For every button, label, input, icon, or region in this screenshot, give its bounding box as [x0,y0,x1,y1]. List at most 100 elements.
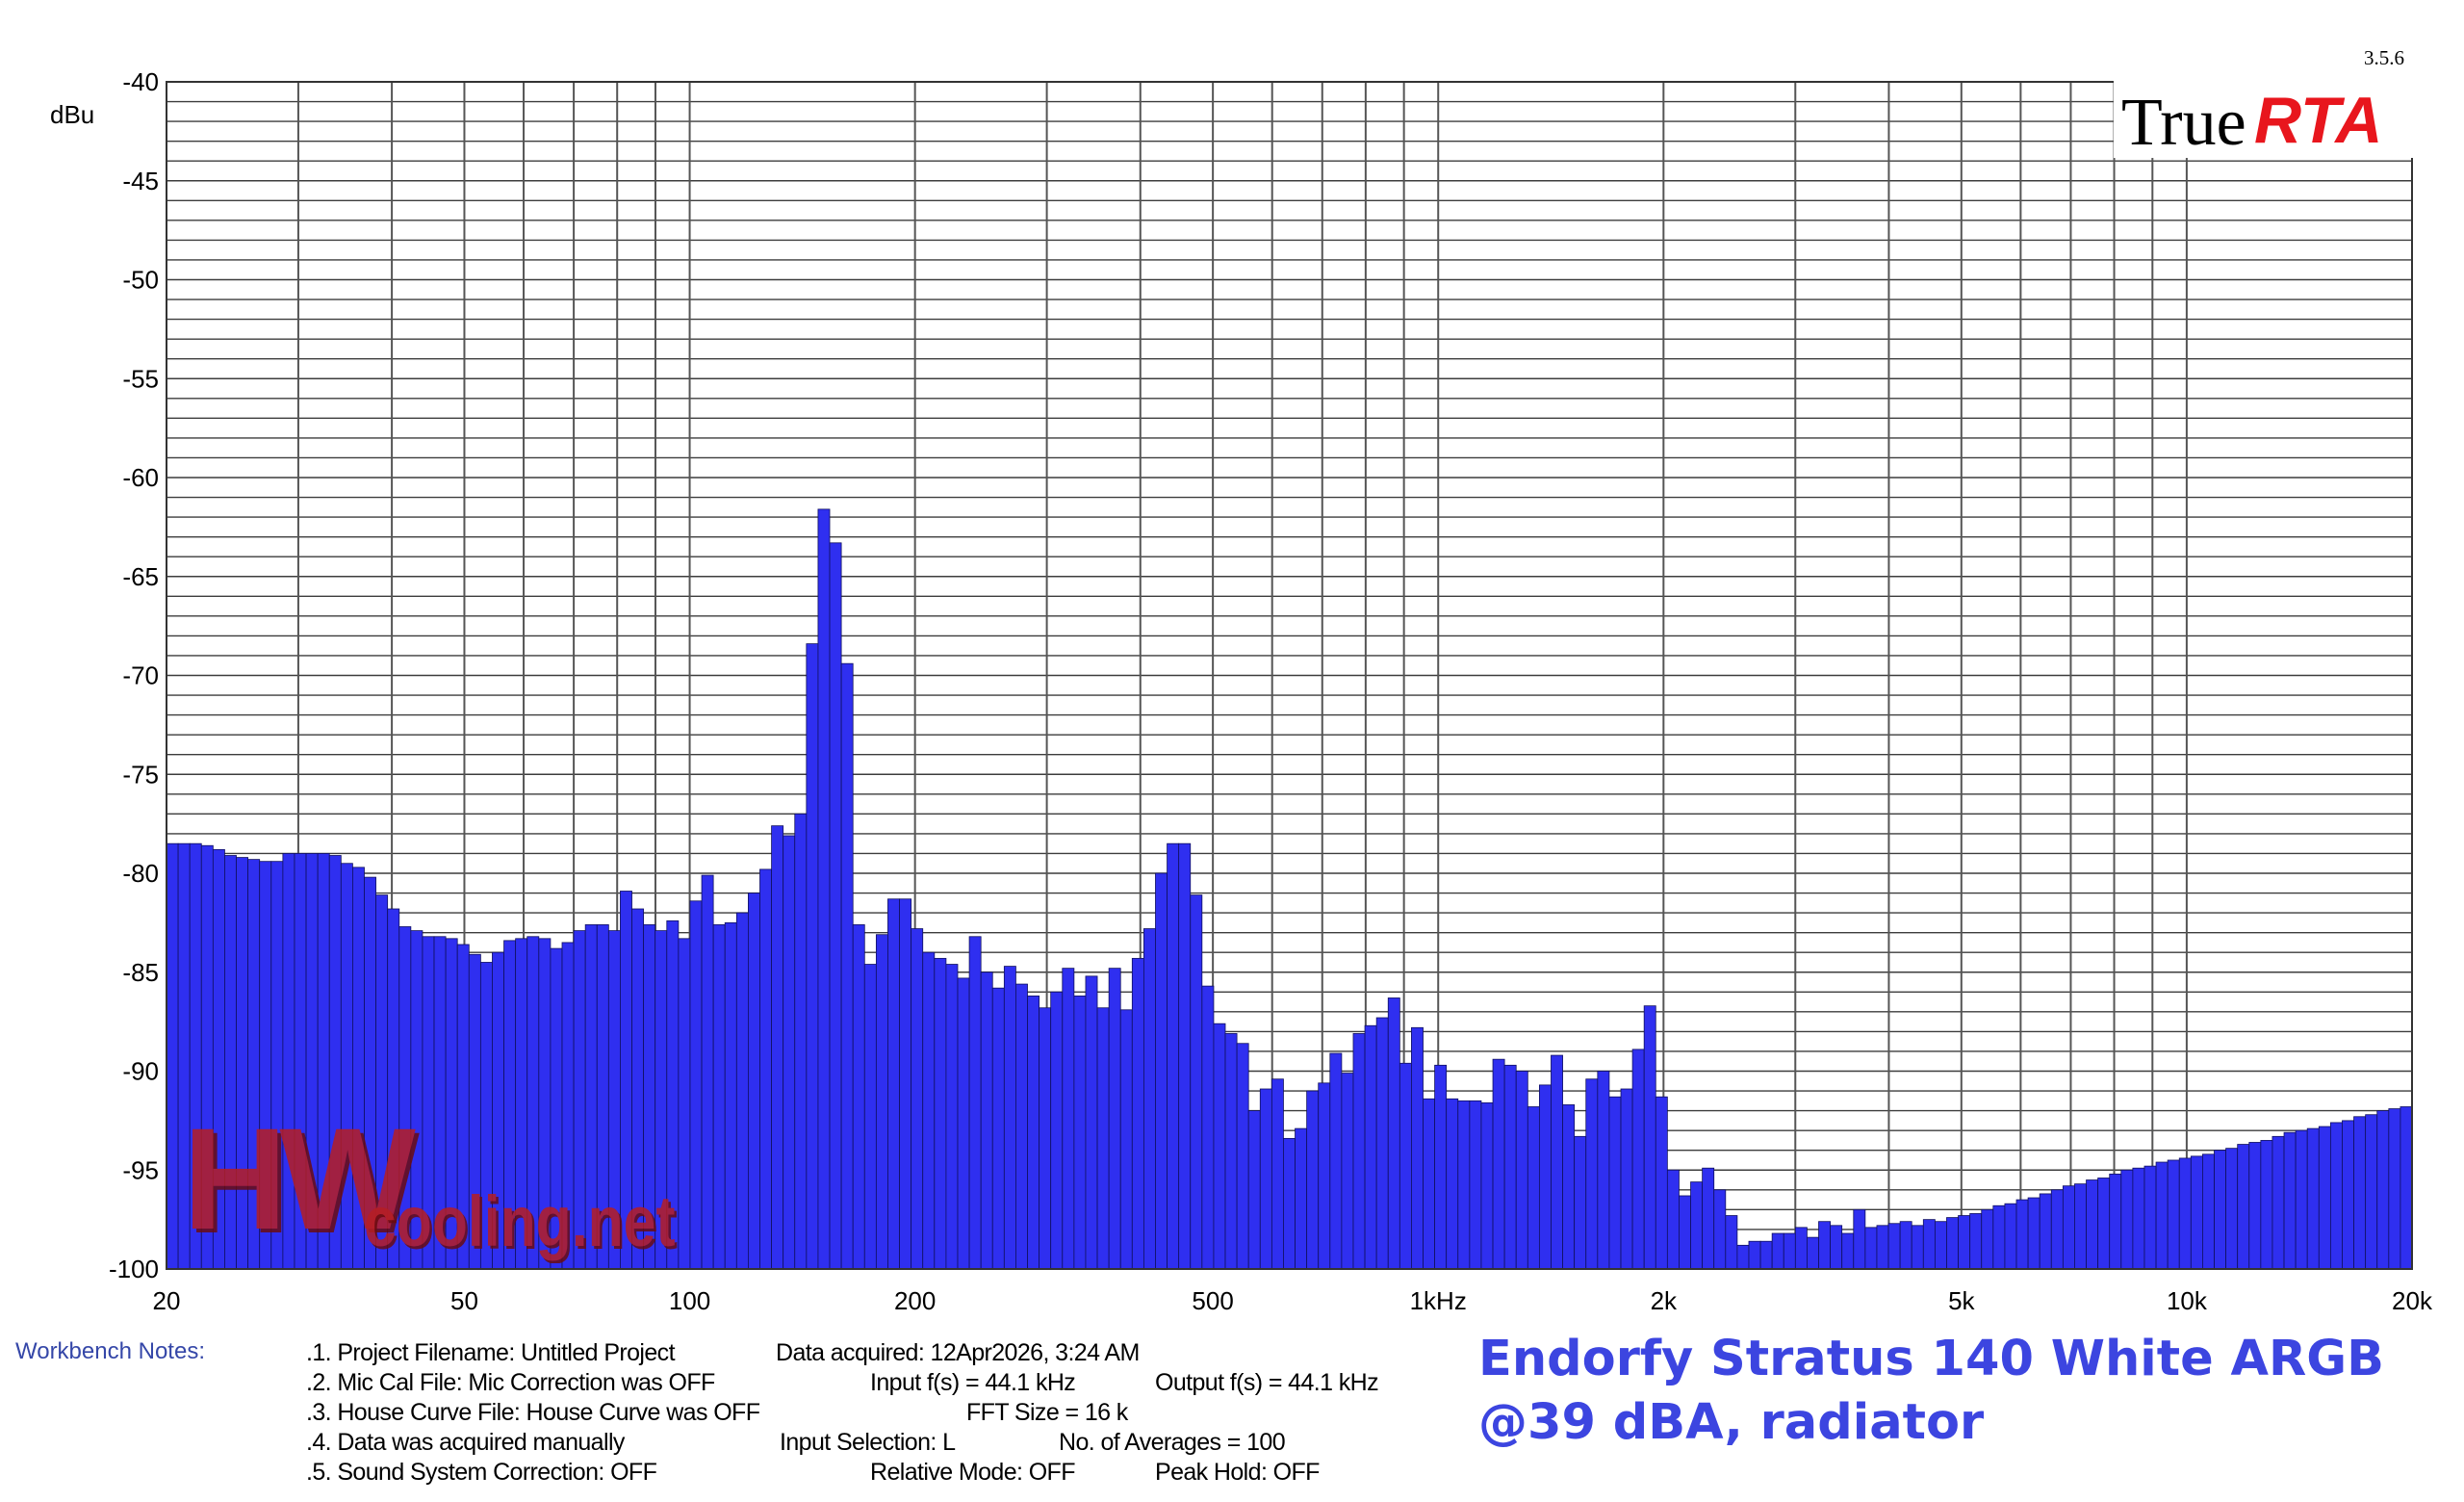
spectrum-bar [1748,1240,1761,1270]
y-tick-label: -50 [122,266,159,295]
spectrum-bar [1375,1017,1389,1270]
spectrum-bar [1643,1005,1656,1270]
logo-true-text: True [2121,86,2246,160]
spectrum-bar [1562,1104,1576,1270]
spectrum-bar [2004,1203,2017,1270]
spectrum-bar [968,936,982,1270]
spectrum-bar [1666,1169,1680,1270]
note-line-2: .2. Mic Cal File: Mic Correction was OFF [306,1369,715,1396]
spectrum-bar [1480,1101,1494,1270]
spectrum-bar [829,542,842,1270]
version-label: 3.5.6 [2364,46,2404,69]
spectrum-bar [1818,1221,1831,1270]
spectrum-bar [1155,872,1168,1270]
x-tick-label: 20 [153,1286,181,1315]
spectrum-bar [1830,1225,1843,1270]
spectrum-bar [1178,842,1192,1270]
spectrum-bar [1620,1088,1633,1270]
spectrum-bar [1631,1049,1645,1270]
spectrum-bar [1062,968,1075,1270]
y-tick-label: -100 [109,1255,159,1283]
spectrum-bar [1341,1073,1354,1270]
spectrum-bar [852,924,865,1270]
spectrum-bar [806,643,819,1270]
spectrum-bar [899,898,912,1270]
spectrum-bar [1713,1189,1727,1270]
spectrum-bar [1295,1127,1308,1270]
spectrum-bar [2365,1114,2378,1270]
note-data-acquired: Data acquired: 12Apr2026, 3:24 AM [776,1339,1140,1366]
watermark-hw: HW [183,1098,416,1259]
y-tick-label: -40 [122,67,159,96]
spectrum-bar [2272,1135,2285,1270]
x-tick-label: 10k [2167,1286,2208,1315]
spectrum-bar [1131,957,1144,1270]
spectrum-bar [1224,1033,1238,1270]
spectrum-bar [1247,1110,1261,1270]
x-tick-label: 2k [1651,1286,1678,1315]
note-input-selection: Input Selection: L [780,1429,956,1456]
spectrum-bar [1015,983,1028,1270]
spectrum-bar [1096,1007,1110,1270]
spectrum-bar [1236,1043,1249,1270]
spectrum-bar [1876,1225,1889,1270]
spectrum-bar [1794,1227,1808,1270]
spectrum-bar [1469,1100,1482,1270]
spectrum-bar [957,977,970,1270]
logo-rta-text: RTA [2254,84,2383,157]
spectrum-bar [1911,1225,1924,1270]
spectrum-bar [1515,1071,1528,1270]
spectrum-bar [1551,1054,1563,1270]
spectrum-bar [1759,1240,1773,1270]
spectrum-bar [2329,1122,2343,1270]
spectrum-bar [1003,966,1016,1270]
spectrum-bar [2376,1110,2390,1270]
spectrum-bar [1283,1137,1296,1270]
spectrum-bar [2039,1193,2052,1270]
spectrum-bar [1736,1244,1750,1270]
spectrum-bar [1259,1088,1272,1270]
spectrum-bar [783,835,796,1270]
spectrum-bar [2178,1157,2192,1270]
spectrum-bar [2120,1169,2134,1270]
spectrum-bar [1306,1090,1320,1270]
workbench-notes-label: Workbench Notes: [15,1338,205,1364]
spectrum-bar [945,964,959,1270]
spectrum-bar [1387,997,1400,1270]
spectrum-bar [1783,1232,1796,1270]
spectrum-bar [934,957,947,1270]
spectrum-bar [2190,1155,2203,1270]
y-tick-label: -85 [122,958,159,987]
spectrum-bar [2167,1159,2180,1270]
y-tick-label: -75 [122,760,159,789]
spectrum-bar [166,842,179,1270]
spectrum-bar [2400,1106,2413,1270]
note-line-3: .3. House Curve File: House Curve was OF… [306,1399,760,1426]
spectrum-bar [1318,1082,1331,1270]
y-tick-label: -45 [122,167,159,195]
spectrum-bar [1434,1064,1448,1270]
spectrum-bar [1411,1026,1424,1270]
spectrum-bar [2237,1144,2250,1270]
x-tick-label: 500 [1192,1286,1233,1315]
spectrum-bar [2353,1116,2367,1270]
spectrum-bar [2015,1199,2029,1270]
x-tick-label: 200 [894,1286,936,1315]
spectrum-bar [980,971,993,1270]
caption-line-1: Endorfy Stratus 140 White ARGB [1478,1331,2384,1387]
x-tick-label: 20k [2392,1286,2433,1315]
watermark-site: cooling.net [364,1181,676,1261]
spectrum-bar [1702,1167,1715,1270]
spectrum-bar [2388,1108,2401,1270]
x-tick-label: 5k [1948,1286,1975,1315]
spectrum-bar [2050,1189,2064,1270]
spectrum-bar [1958,1215,1971,1270]
spectrum-bar [1457,1100,1471,1270]
spectrum-bar [991,987,1005,1270]
spectrum-bar [1538,1084,1552,1270]
spectrum-bar [1399,1062,1412,1270]
spectrum-bar [1270,1078,1284,1270]
spectrum-bar [2342,1120,2354,1270]
y-tick-label: -60 [122,463,159,492]
